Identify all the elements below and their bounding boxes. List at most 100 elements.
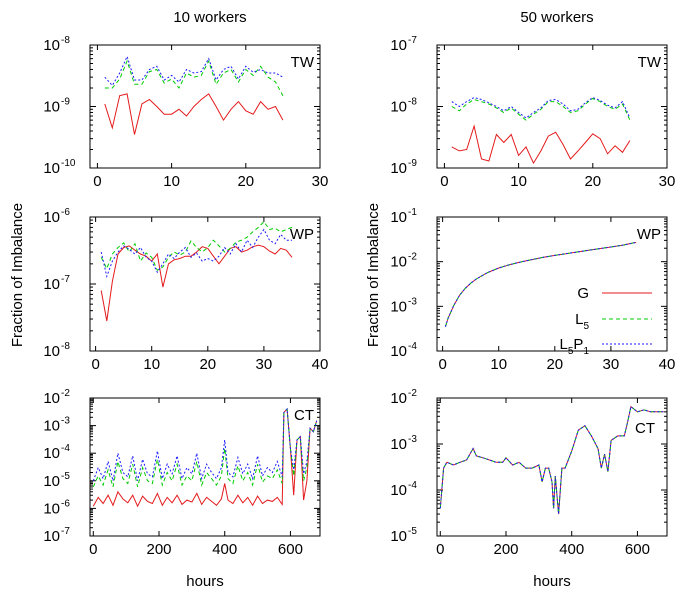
y-tick-label: 10 — [390, 37, 407, 54]
x-tick-label: 40 — [659, 356, 676, 373]
y-tick-label: 10 — [390, 254, 407, 271]
y-tick-label: 10 — [43, 418, 60, 435]
y-tick-exponent: -5 — [61, 471, 70, 482]
panel-label: WP — [637, 226, 661, 243]
y-tick-exponent: -10 — [61, 158, 76, 169]
series-group — [104, 55, 284, 135]
y-tick-exponent: -3 — [408, 434, 417, 445]
series-L5P1 — [439, 405, 664, 515]
y-tick-label: 10 — [390, 298, 407, 315]
x-tick-label: 200 — [146, 541, 171, 558]
plot-frame — [436, 216, 668, 352]
series-group — [451, 96, 631, 165]
y-tick-exponent: -7 — [408, 35, 417, 46]
x-tick-label: 0 — [93, 173, 101, 190]
plot-frame — [436, 397, 668, 537]
y-tick-label: 10 — [43, 390, 60, 407]
x-tick-label: 400 — [212, 541, 237, 558]
panel-label: WP — [290, 226, 314, 243]
y-tick-label: 10 — [43, 500, 60, 517]
x-tick-label: 0 — [89, 541, 97, 558]
y-tick-exponent: -9 — [61, 97, 70, 108]
x-tick-label: 30 — [312, 173, 329, 190]
x-tick-label: 600 — [278, 541, 303, 558]
y-tick-label: 10 — [43, 343, 60, 360]
y-tick-exponent: -3 — [408, 296, 417, 307]
y-tick-exponent: -3 — [61, 416, 70, 427]
x-tick-label: 0 — [436, 541, 444, 558]
series-G — [439, 405, 664, 515]
plot-frame — [436, 44, 668, 169]
x-tick-label: 20 — [584, 173, 601, 190]
column-title-right: 50 workers — [520, 9, 593, 26]
legend-item-L5: L5 — [575, 311, 652, 332]
x-tick-label: 400 — [559, 541, 584, 558]
series-L5P1 — [444, 241, 637, 327]
series-L5P1 — [92, 407, 318, 481]
y-tick-exponent: -7 — [61, 274, 70, 285]
y-axis-label-right: Fraction of Imbalance — [365, 203, 382, 347]
y-tick-label: 10 — [390, 343, 407, 360]
series-L5 — [104, 59, 284, 96]
x-tick-label: 0 — [91, 356, 99, 373]
series-L5P1 — [104, 55, 284, 87]
y-tick-label: 10 — [43, 160, 60, 177]
series-group — [444, 241, 637, 327]
panel-label: CT — [635, 420, 655, 437]
y-tick-label: 10 — [43, 276, 60, 293]
legend-item-L5P1: L5P1 — [560, 336, 652, 357]
y-tick-exponent: -1 — [408, 207, 417, 218]
panel-label: TW — [291, 54, 315, 71]
y-tick-label: 10 — [43, 209, 60, 226]
panel-label: TW — [638, 54, 662, 71]
x-tick-label: 40 — [312, 356, 329, 373]
y-tick-exponent: -2 — [408, 388, 417, 399]
x-tick-label: 20 — [237, 173, 254, 190]
x-tick-label: 20 — [546, 356, 563, 373]
series-group — [92, 407, 318, 508]
y-tick-exponent: -2 — [408, 252, 417, 263]
x-tick-label: 0 — [438, 356, 446, 373]
series-G — [104, 93, 284, 135]
panel-label: CT — [294, 407, 314, 424]
x-tick-label: 30 — [256, 356, 273, 373]
y-tick-exponent: -9 — [408, 158, 417, 169]
y-tick-label: 10 — [43, 473, 60, 490]
x-tick-label: 10 — [143, 356, 160, 373]
series-L5 — [439, 405, 664, 515]
x-tick-label: 30 — [659, 173, 676, 190]
y-axis-label-left: Fraction of Imbalance — [9, 203, 26, 347]
legend: G L5 L5P1 — [560, 285, 652, 357]
series-G — [451, 124, 631, 165]
y-tick-exponent: -8 — [61, 341, 70, 352]
y-tick-exponent: -8 — [408, 97, 417, 108]
series-G — [444, 241, 637, 327]
y-tick-label: 10 — [390, 436, 407, 453]
x-tick-label: 600 — [625, 541, 650, 558]
x-axis-label-left: hours — [186, 573, 224, 590]
series-L5 — [92, 407, 318, 488]
y-tick-label: 10 — [43, 37, 60, 54]
x-axis-label-right: hours — [533, 573, 571, 590]
y-tick-exponent: -4 — [408, 341, 417, 352]
y-tick-exponent: -5 — [408, 526, 417, 537]
legend-label: L5P1 — [560, 336, 590, 357]
x-tick-label: 30 — [603, 356, 620, 373]
x-tick-label: 0 — [440, 173, 448, 190]
y-tick-exponent: -4 — [61, 443, 70, 454]
y-tick-exponent: -4 — [408, 480, 417, 491]
y-tick-label: 10 — [43, 528, 60, 545]
x-tick-label: 200 — [493, 541, 518, 558]
series-G — [100, 244, 293, 322]
series-group — [100, 220, 293, 322]
legend-label: L5 — [575, 311, 589, 332]
plot-frame — [89, 397, 321, 537]
y-tick-label: 10 — [43, 445, 60, 462]
y-tick-label: 10 — [390, 160, 407, 177]
